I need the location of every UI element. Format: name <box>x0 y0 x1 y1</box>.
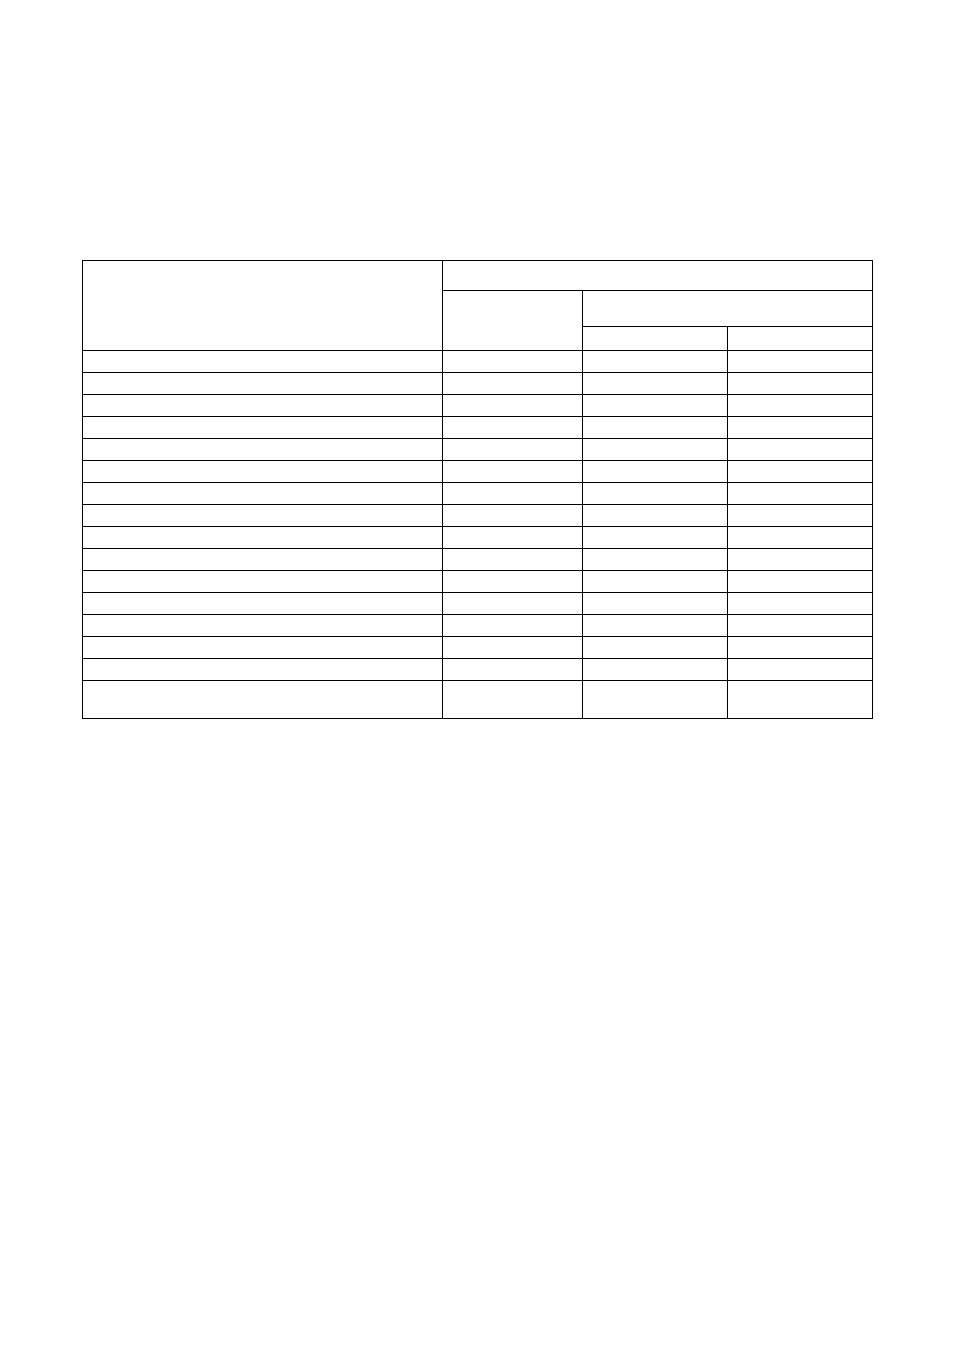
table-cell <box>728 351 873 373</box>
table-cell <box>83 395 443 417</box>
table-cell <box>83 571 443 593</box>
table-row <box>83 681 873 719</box>
empty-table <box>82 260 872 719</box>
table-cell <box>728 681 873 719</box>
header-cell-col4 <box>728 327 873 351</box>
table-cell <box>83 373 443 395</box>
table-cell <box>83 659 443 681</box>
table-cell <box>583 659 728 681</box>
table-cell <box>728 637 873 659</box>
table-cell <box>728 417 873 439</box>
table-cell <box>583 417 728 439</box>
table-cell <box>443 637 583 659</box>
table-row <box>83 439 873 461</box>
table-cell <box>583 395 728 417</box>
table-cell <box>443 681 583 719</box>
table-cell <box>583 461 728 483</box>
table-cell <box>443 505 583 527</box>
table-cell <box>583 505 728 527</box>
table-row <box>83 351 873 373</box>
table-row <box>83 395 873 417</box>
table-cell <box>583 681 728 719</box>
table-row <box>83 549 873 571</box>
table-row <box>83 659 873 681</box>
table <box>82 260 873 719</box>
table-cell <box>583 593 728 615</box>
header-cell-col1 <box>83 261 443 351</box>
table-cell <box>443 373 583 395</box>
table-cell <box>728 395 873 417</box>
table-cell <box>443 351 583 373</box>
table-cell <box>83 593 443 615</box>
table-cell <box>443 571 583 593</box>
table-row <box>83 461 873 483</box>
table-cell <box>583 483 728 505</box>
table-cell <box>583 527 728 549</box>
table-row <box>83 637 873 659</box>
table-cell <box>83 527 443 549</box>
table-row <box>83 483 873 505</box>
table-cell <box>83 615 443 637</box>
table-cell <box>83 505 443 527</box>
table-cell <box>83 637 443 659</box>
table-row <box>83 571 873 593</box>
table-cell <box>583 351 728 373</box>
table-cell <box>83 461 443 483</box>
table-cell <box>83 351 443 373</box>
header-cell-cols34 <box>583 291 873 327</box>
table-row <box>83 373 873 395</box>
table-cell <box>83 549 443 571</box>
table-cell <box>83 681 443 719</box>
table-cell <box>443 659 583 681</box>
table-cell <box>583 637 728 659</box>
table-cell <box>443 461 583 483</box>
table-cell <box>443 417 583 439</box>
table-cell <box>728 505 873 527</box>
table-cell <box>728 571 873 593</box>
table-cell <box>728 593 873 615</box>
table-cell <box>728 615 873 637</box>
table-row <box>83 505 873 527</box>
table-cell <box>728 483 873 505</box>
table-cell <box>83 439 443 461</box>
table-cell <box>728 659 873 681</box>
table-row <box>83 527 873 549</box>
table-cell <box>728 549 873 571</box>
table-cell <box>583 439 728 461</box>
table-cell <box>583 373 728 395</box>
table-row <box>83 593 873 615</box>
header-cell-cols234 <box>443 261 873 291</box>
table-cell <box>583 571 728 593</box>
table-cell <box>583 549 728 571</box>
table-cell <box>443 593 583 615</box>
table-cell <box>443 527 583 549</box>
table-row <box>83 417 873 439</box>
table-cell <box>443 483 583 505</box>
table-cell <box>443 395 583 417</box>
table-cell <box>728 527 873 549</box>
table-cell <box>443 549 583 571</box>
table-header-row-0 <box>83 261 873 291</box>
header-cell-col3 <box>583 327 728 351</box>
table-row <box>83 615 873 637</box>
table-cell <box>443 615 583 637</box>
table-cell <box>443 439 583 461</box>
table-cell <box>728 461 873 483</box>
table-cell <box>728 373 873 395</box>
table-cell <box>83 483 443 505</box>
table-cell <box>83 417 443 439</box>
header-cell-col2 <box>443 291 583 351</box>
table-cell <box>583 615 728 637</box>
table-cell <box>728 439 873 461</box>
